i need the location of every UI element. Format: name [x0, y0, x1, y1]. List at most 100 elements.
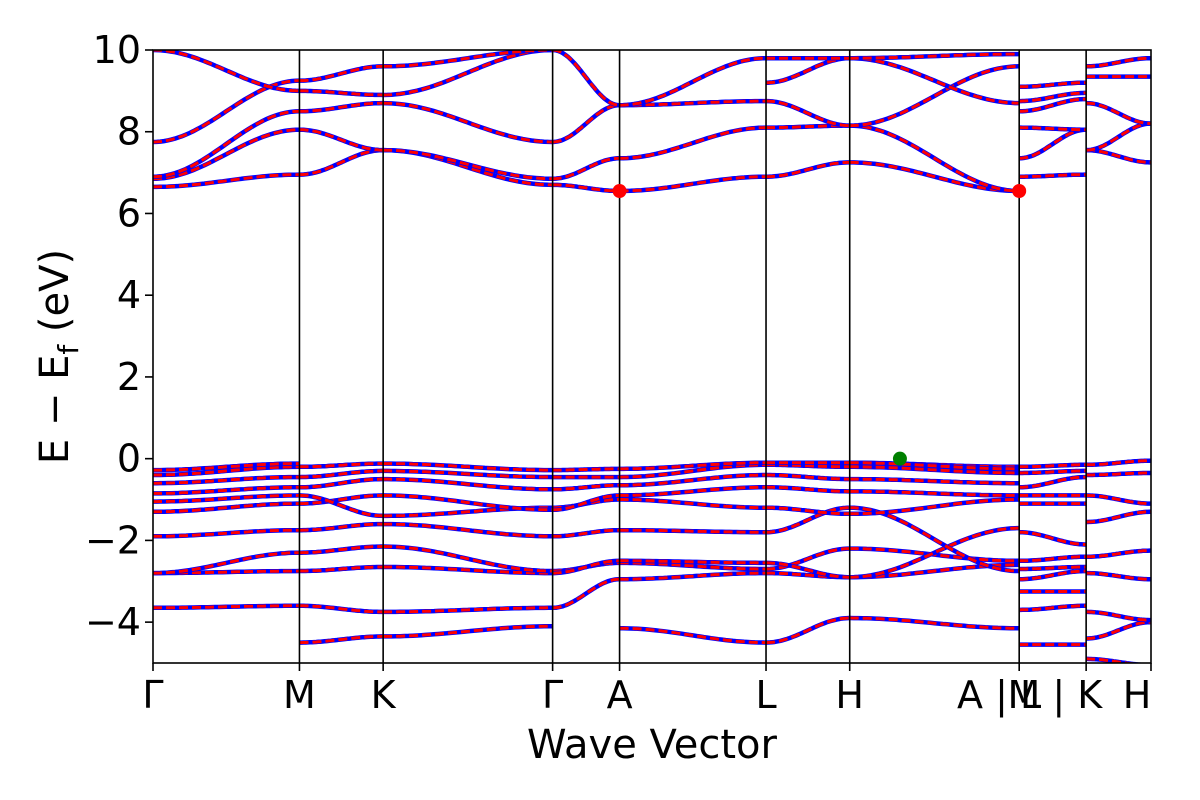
- band-spin-up-4-69: [619, 125, 767, 161]
- band-spin-down-8-131: [1086, 122, 1151, 152]
- y-tick-label-4: 4: [117, 273, 141, 317]
- band-spin-down-5-76: [766, 506, 850, 534]
- band-spin-down-6-90: [849, 526, 1020, 579]
- band-spin-down-1-24: [299, 462, 384, 469]
- band-spin-down-0-13: [153, 79, 300, 144]
- band-spin-down-0-12: [153, 109, 300, 179]
- x-axis-label: Wave Vector: [527, 722, 778, 768]
- band-spin-down-8-130: [1086, 148, 1151, 164]
- band-spin-up-3-55: [552, 156, 620, 181]
- band-spin-down-1-16: [299, 604, 384, 614]
- band-spin-down-8-124: [1086, 571, 1151, 581]
- band-spin-down-7-104: [1019, 604, 1087, 612]
- band-spin-down-5-79: [766, 473, 850, 481]
- band-spin-down-6-94: [849, 477, 1020, 485]
- band-spin-down-0-5: [153, 493, 300, 504]
- band-spin-down-6-88: [849, 563, 1020, 579]
- y-tick-label-7: 10: [93, 28, 141, 72]
- band-spin-down-7-109: [1019, 530, 1087, 546]
- band-spin-down-3-53: [552, 467, 620, 472]
- band-spin-down-4-65: [619, 473, 766, 487]
- band-spin-down-0-8: [153, 465, 300, 477]
- band-spin-down-6-92: [849, 498, 1020, 516]
- y-axis-label-subscript: f: [52, 344, 85, 355]
- band-spin-down-8-125: [1086, 549, 1151, 559]
- band-spin-down-8-127: [1086, 493, 1151, 506]
- band-spin-down-1-27: [299, 101, 384, 113]
- band-spin-down-7-118: [1019, 97, 1087, 113]
- band-spin-down-8-128: [1086, 471, 1151, 477]
- band-spin-down-5-72: [765, 616, 850, 645]
- band-spin-down-6-100: [849, 64, 1020, 128]
- x-tick-label-8: M | K: [1007, 673, 1103, 718]
- band-spin-down-6-97: [849, 461, 1020, 471]
- band-spin-down-8-134: [1086, 56, 1151, 68]
- band-spin-down-2-40: [383, 148, 553, 187]
- band-lines: [153, 50, 1151, 663]
- band-spin-down-2-37: [383, 477, 553, 491]
- y-tick-label-5: 6: [117, 191, 141, 235]
- band-spin-down-4-63: [619, 498, 766, 510]
- band-spin-down-2-32: [383, 565, 553, 575]
- band-spin-down-8-123: [1086, 610, 1151, 622]
- band-spin-down-4-59: [619, 571, 766, 581]
- band-spin-down-4-68: [619, 175, 766, 193]
- plot-frame: [152, 49, 1152, 664]
- band-spin-up-0-14: [153, 50, 300, 94]
- y-tick-label-6: 8: [117, 110, 141, 154]
- band-spin-down-6-98: [849, 160, 1020, 193]
- band-spin-down-0-11: [153, 128, 300, 181]
- band-spin-down-4-69: [619, 126, 767, 160]
- band-spin-down-7-112: [1019, 475, 1087, 489]
- band-spin-down-2-33: [383, 545, 553, 573]
- x-tick-label-4: A: [607, 673, 633, 717]
- band-spin-up-7-116: [1019, 127, 1087, 161]
- y-axis-label-unit: (eV): [32, 249, 78, 345]
- band-spin-down-4-60: [619, 561, 766, 571]
- band-spin-down-5-85: [766, 56, 850, 85]
- band-spin-down-3-57: [552, 50, 620, 107]
- band-spin-down-1-19: [299, 522, 384, 532]
- band-spin-down-4-66: [619, 463, 766, 479]
- band-spin-down-0-3: [153, 528, 300, 538]
- band-spin-down-2-38: [383, 469, 553, 479]
- band-spin-down-5-77: [766, 506, 850, 516]
- band-spin-down-1-28: [299, 64, 384, 83]
- band-spin-up-6-100: [849, 64, 1020, 128]
- kpoint-dividers: [298, 50, 1087, 663]
- y-tick-label-0: −4: [85, 600, 141, 644]
- band-spin-down-4-61: [619, 559, 766, 565]
- band-spin-down-6-102: [849, 52, 1020, 60]
- band-spin-down-1-25: [299, 148, 384, 177]
- x-tick-label-1: M: [283, 673, 316, 717]
- band-spin-down-1-21: [299, 493, 384, 518]
- band-spin-down-5-74: [766, 547, 850, 571]
- band-spin-down-4-71: [619, 56, 766, 107]
- band-spin-down-3-50: [552, 493, 620, 512]
- band-spin-down-3-55: [552, 156, 620, 181]
- band-spin-down-8-132: [1086, 101, 1151, 126]
- marker-vbm-2: [892, 451, 907, 466]
- y-tick-label-2: 0: [117, 437, 141, 481]
- band-spin-down-2-39: [383, 462, 553, 472]
- band-spin-up-4-71: [619, 55, 766, 108]
- x-tick-label-7: A | L: [957, 673, 1041, 718]
- band-spin-down-4-58: [619, 626, 767, 645]
- band-spin-down-6-93: [849, 489, 1020, 497]
- band-spin-down-6-101: [849, 56, 1020, 105]
- band-spin-down-7-120: [1019, 81, 1087, 89]
- band-spin-down-2-30: [383, 624, 553, 638]
- band-spin-down-5-78: [766, 485, 850, 493]
- band-spin-down-1-15: [299, 634, 384, 645]
- band-spin-up-8-131: [1086, 121, 1151, 153]
- band-spin-down-0-7: [153, 475, 300, 485]
- band-spin-down-1-20: [299, 493, 384, 506]
- band-spin-down-0-0: [153, 604, 300, 610]
- band-spin-down-4-64: [619, 485, 766, 497]
- band-spin-down-3-51: [552, 483, 620, 491]
- band-spin-down-2-44: [383, 50, 553, 68]
- band-spin-down-0-6: [153, 485, 300, 495]
- x-tick-label-5: L: [755, 673, 776, 717]
- band-spin-down-8-121: [1086, 657, 1139, 663]
